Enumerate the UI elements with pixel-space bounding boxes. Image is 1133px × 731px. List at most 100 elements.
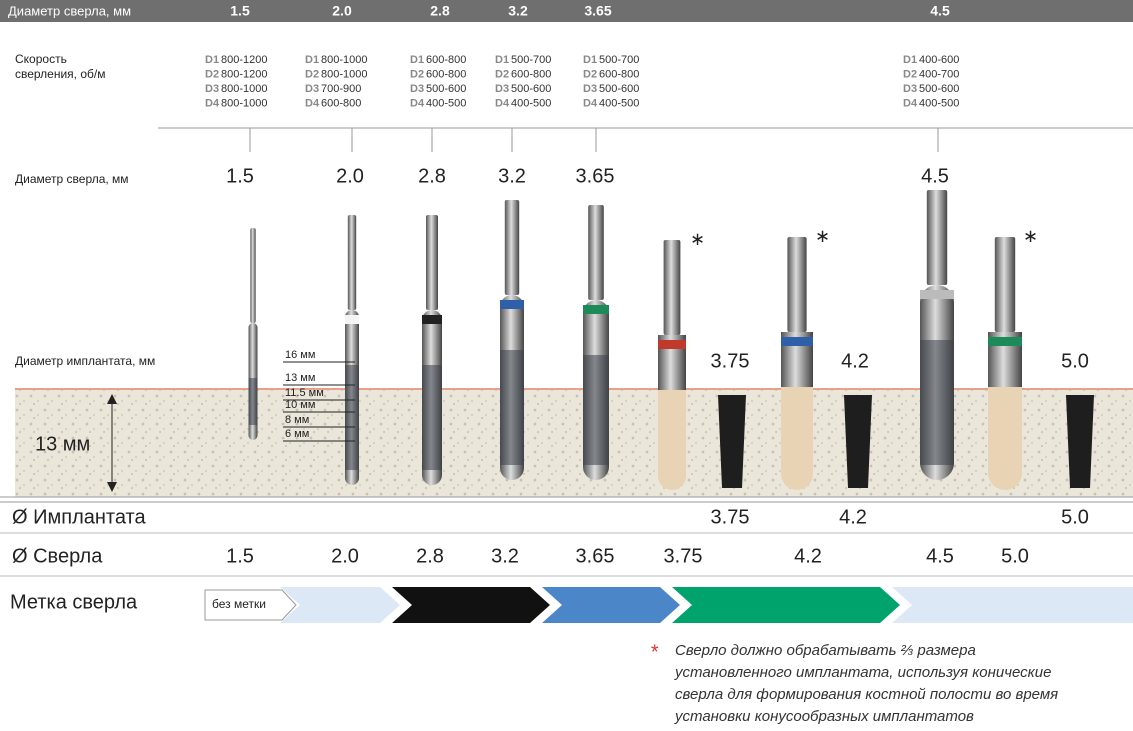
- drill-shank: [995, 237, 1015, 332]
- speed-key: D1: [903, 54, 917, 66]
- drill-ring: [345, 315, 359, 324]
- speed-range: 500-600: [511, 83, 551, 95]
- speed-range: 800-1000: [221, 97, 268, 109]
- speed-key: D2: [305, 68, 319, 80]
- speed-key: D2: [495, 68, 509, 80]
- depth-mark: 10 мм: [285, 399, 315, 411]
- header-value: 1.5: [230, 3, 250, 19]
- header-label: Диаметр сверла, мм: [8, 3, 131, 18]
- speed-key: D1: [305, 54, 319, 66]
- implant-diameter: 4.2: [841, 350, 869, 372]
- drill-row-label: Ø Сверла: [12, 545, 103, 567]
- drill-shank: [505, 200, 519, 295]
- depth-mark: 6 мм: [285, 428, 309, 440]
- drill-ring: [583, 305, 609, 314]
- implant-row-label: Ø Имплантата: [12, 506, 146, 528]
- speed-key: D2: [583, 68, 597, 80]
- speed-key: D4: [583, 97, 598, 109]
- drill-row-value: 4.5: [926, 545, 954, 567]
- drill-ring: [422, 315, 442, 324]
- speed-key: D4: [495, 97, 510, 109]
- depth-mark: 8 мм: [285, 414, 309, 426]
- speed-range: 500-700: [511, 54, 551, 66]
- implant: [1066, 395, 1094, 488]
- asterisk: ∗: [690, 229, 705, 249]
- speed-range: 600-800: [426, 68, 466, 80]
- drill-row-value: 3.65: [576, 545, 615, 567]
- speed-key: D2: [410, 68, 424, 80]
- speed-key: D3: [205, 83, 219, 95]
- drill-diameter: 2.8: [418, 165, 446, 187]
- drill-flute: [583, 355, 609, 465]
- footnote-line: установленного имплантата, используя кон…: [674, 664, 1051, 681]
- implant: [844, 395, 872, 488]
- drill-shank: [250, 228, 255, 323]
- drill-row-value: 1.5: [226, 545, 254, 567]
- drill-label: Диаметр сверла, мм: [15, 172, 129, 186]
- speed-key: D4: [205, 97, 220, 109]
- implant-label: Диаметр имплантата, мм: [15, 354, 155, 368]
- speed-range: 400-600: [919, 54, 959, 66]
- drill-diameter: 3.2: [498, 165, 526, 187]
- drill-shank: [348, 215, 356, 310]
- drill-shank: [588, 205, 604, 300]
- header-value: 4.5: [930, 3, 950, 19]
- marker-band: [542, 587, 680, 623]
- speed-range: 600-800: [599, 68, 639, 80]
- speed-key: D4: [305, 97, 320, 109]
- drill-ring: [500, 300, 524, 309]
- speed-range: 600-800: [511, 68, 551, 80]
- speed-range: 400-500: [599, 97, 639, 109]
- speed-key: D2: [903, 68, 917, 80]
- speed-range: 600-800: [321, 97, 361, 109]
- marker-band: [892, 587, 1120, 623]
- speed-key: D3: [495, 83, 509, 95]
- header-value: 2.8: [430, 3, 450, 19]
- drill-diameter: 1.5: [226, 165, 254, 187]
- speed-key: D3: [410, 83, 424, 95]
- speed-key: D4: [903, 97, 918, 109]
- speed-key: D3: [305, 83, 319, 95]
- speed-range: 800-1000: [321, 54, 368, 66]
- drill-flute: [249, 378, 258, 425]
- speed-range: 700-900: [321, 83, 361, 95]
- drill-flute: [345, 365, 359, 470]
- speed-key: D1: [410, 54, 424, 66]
- implant-row-value: 3.75: [711, 506, 750, 528]
- footnote-symbol: *: [650, 641, 659, 663]
- speed-range: 400-700: [919, 68, 959, 80]
- depth-mark: 11.5 мм: [285, 387, 324, 399]
- asterisk: ∗: [815, 226, 830, 246]
- speed-range: 400-500: [919, 97, 959, 109]
- drill-ring: [658, 340, 686, 349]
- marker-band: [280, 587, 400, 623]
- implant-row-value: 4.2: [839, 506, 867, 528]
- asterisk: ∗: [1023, 226, 1038, 246]
- marker-band: [672, 587, 900, 623]
- speed-key: D3: [583, 83, 597, 95]
- drill-ring: [988, 337, 1022, 346]
- drill-row-value: 3.75: [664, 545, 703, 567]
- speed-range: 600-800: [426, 54, 466, 66]
- drill-row-value: 2.0: [331, 545, 359, 567]
- drill-shank: [426, 215, 438, 310]
- implant: [718, 395, 746, 488]
- drill-shank: [927, 190, 947, 285]
- footnote-line: установки конусообразных имплантатов: [674, 708, 974, 725]
- drill-flute: [920, 340, 954, 465]
- drill-diameter: 3.65: [576, 165, 615, 187]
- speed-range: 800-1200: [221, 54, 268, 66]
- implant-diameter: 5.0: [1061, 350, 1089, 372]
- drill-protocol: Диаметр сверла, мм 1.5 2.0 2.8 3.2 3.65 4.5 Ско…: [0, 0, 1133, 726]
- speed-key: D3: [903, 83, 917, 95]
- drill-diameter: 2.0: [336, 165, 364, 187]
- speed-range: 500-600: [599, 83, 639, 95]
- speed-range: 500-600: [426, 83, 466, 95]
- depth-mark: 16 мм: [285, 349, 315, 361]
- speed-label: Скорость: [15, 52, 67, 66]
- header-value: 3.2: [508, 3, 528, 19]
- drill-flute: [422, 365, 442, 470]
- marker-band: [392, 587, 550, 623]
- drill-row-value: 4.2: [794, 545, 822, 567]
- speed-label: сверления, об/м: [15, 67, 105, 81]
